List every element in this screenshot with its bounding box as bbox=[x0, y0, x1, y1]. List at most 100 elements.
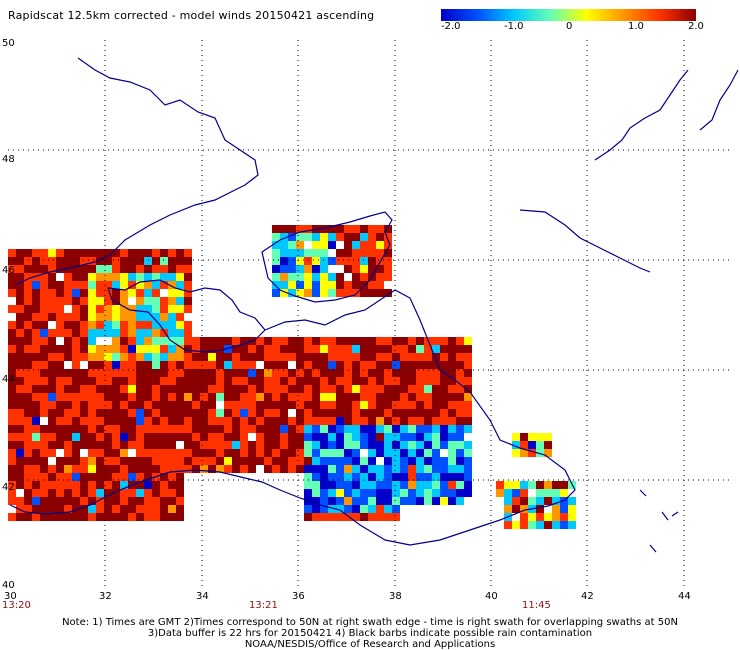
wind-cell bbox=[40, 465, 48, 473]
wind-cell bbox=[120, 417, 128, 425]
wind-cell bbox=[304, 489, 312, 497]
wind-cell bbox=[304, 393, 312, 401]
wind-cell bbox=[48, 361, 56, 369]
wind-cell bbox=[72, 361, 80, 369]
wind-cell bbox=[184, 377, 192, 385]
wind-cell bbox=[520, 441, 528, 449]
wind-cell bbox=[128, 249, 136, 257]
wind-cell bbox=[264, 337, 272, 345]
wind-cell bbox=[88, 369, 96, 377]
wind-cell bbox=[464, 409, 472, 417]
wind-cell bbox=[112, 281, 120, 289]
wind-cell bbox=[104, 417, 112, 425]
wind-cell bbox=[336, 441, 344, 449]
wind-cell bbox=[24, 409, 32, 417]
wind-cell bbox=[384, 353, 392, 361]
wind-cell bbox=[136, 425, 144, 433]
wind-cell bbox=[336, 385, 344, 393]
wind-cell bbox=[80, 489, 88, 497]
wind-cell bbox=[456, 497, 464, 505]
wind-cell bbox=[384, 497, 392, 505]
wind-cell bbox=[120, 273, 128, 281]
wind-cell bbox=[440, 417, 448, 425]
wind-cell bbox=[408, 441, 416, 449]
wind-cell bbox=[168, 369, 176, 377]
wind-cell bbox=[144, 481, 152, 489]
wind-cell bbox=[408, 385, 416, 393]
wind-cell bbox=[88, 313, 96, 321]
wind-cell bbox=[112, 489, 120, 497]
wind-cell bbox=[80, 465, 88, 473]
wind-cell bbox=[352, 273, 360, 281]
wind-cell bbox=[144, 433, 152, 441]
wind-cell bbox=[320, 489, 328, 497]
wind-cell bbox=[272, 441, 280, 449]
wind-cell bbox=[328, 289, 336, 297]
wind-cell bbox=[416, 489, 424, 497]
wind-cell bbox=[152, 409, 160, 417]
wind-cell bbox=[88, 353, 96, 361]
wind-cell bbox=[384, 225, 392, 233]
wind-cell bbox=[336, 225, 344, 233]
wind-cell bbox=[376, 281, 384, 289]
wind-cell bbox=[368, 369, 376, 377]
wind-cell bbox=[8, 249, 16, 257]
wind-cell bbox=[136, 489, 144, 497]
wind-cell bbox=[392, 433, 400, 441]
wind-cell bbox=[168, 353, 176, 361]
wind-cell bbox=[160, 513, 168, 521]
wind-cell bbox=[304, 481, 312, 489]
wind-cell bbox=[112, 313, 120, 321]
wind-cell bbox=[16, 249, 24, 257]
wind-cell bbox=[120, 377, 128, 385]
wind-cell bbox=[120, 369, 128, 377]
wind-cell bbox=[264, 345, 272, 353]
wind-cell bbox=[72, 457, 80, 465]
wind-cell bbox=[360, 513, 368, 521]
wind-cell bbox=[40, 329, 48, 337]
wind-cell bbox=[336, 337, 344, 345]
wind-cell bbox=[312, 457, 320, 465]
wind-cell bbox=[40, 497, 48, 505]
wind-cell bbox=[504, 497, 512, 505]
wind-cell bbox=[104, 401, 112, 409]
wind-cell bbox=[552, 505, 560, 513]
wind-cell bbox=[224, 441, 232, 449]
wind-cell bbox=[152, 361, 160, 369]
wind-cell bbox=[512, 433, 520, 441]
wind-cell bbox=[72, 465, 80, 473]
wind-cell bbox=[160, 321, 168, 329]
wind-cell bbox=[128, 345, 136, 353]
wind-cell bbox=[112, 385, 120, 393]
wind-cell bbox=[304, 513, 312, 521]
wind-cell bbox=[72, 417, 80, 425]
wind-cell bbox=[360, 489, 368, 497]
wind-cell bbox=[80, 353, 88, 361]
wind-cell bbox=[288, 377, 296, 385]
wind-cell bbox=[512, 497, 520, 505]
wind-cell bbox=[184, 329, 192, 337]
wind-cell bbox=[432, 425, 440, 433]
wind-cell bbox=[136, 433, 144, 441]
wind-cell bbox=[168, 297, 176, 305]
wind-cell bbox=[360, 441, 368, 449]
wind-cell bbox=[144, 425, 152, 433]
wind-cell bbox=[112, 481, 120, 489]
wind-cell bbox=[96, 489, 104, 497]
wind-cell bbox=[64, 465, 72, 473]
wind-cell bbox=[120, 401, 128, 409]
wind-cell bbox=[24, 249, 32, 257]
wind-cell bbox=[392, 401, 400, 409]
wind-cell bbox=[280, 441, 288, 449]
wind-cell bbox=[440, 497, 448, 505]
wind-cell bbox=[40, 249, 48, 257]
wind-cell bbox=[248, 369, 256, 377]
wind-cell bbox=[240, 449, 248, 457]
wind-cell bbox=[88, 289, 96, 297]
wind-cell bbox=[16, 281, 24, 289]
wind-cell bbox=[96, 297, 104, 305]
wind-cell bbox=[32, 409, 40, 417]
wind-cell bbox=[288, 225, 296, 233]
wind-cell bbox=[168, 513, 176, 521]
wind-cell bbox=[464, 425, 472, 433]
